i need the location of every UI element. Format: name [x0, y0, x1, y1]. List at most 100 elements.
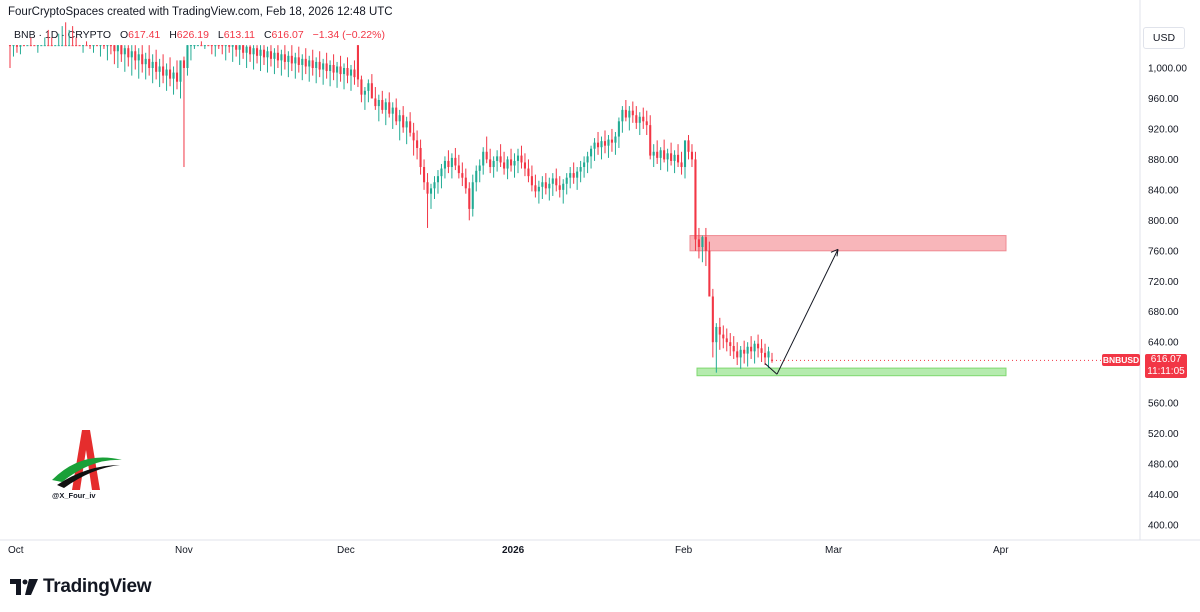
candle[interactable] — [440, 163, 443, 189]
candle[interactable] — [436, 170, 440, 194]
candle[interactable] — [523, 153, 527, 177]
candle[interactable] — [384, 98, 387, 126]
candle[interactable] — [64, 22, 67, 47]
candle[interactable] — [506, 156, 509, 180]
candle[interactable] — [169, 57, 172, 87]
candle[interactable] — [715, 323, 718, 373]
candle[interactable] — [221, 45, 224, 55]
candle[interactable] — [15, 45, 19, 53]
candle[interactable] — [475, 165, 478, 192]
candle[interactable] — [172, 66, 175, 95]
candle[interactable] — [287, 51, 290, 78]
candle[interactable] — [113, 45, 116, 65]
candle[interactable] — [162, 54, 165, 84]
candle[interactable] — [19, 45, 22, 55]
candle[interactable] — [677, 144, 680, 168]
candle[interactable] — [617, 117, 620, 148]
candle[interactable] — [541, 176, 544, 200]
candle[interactable] — [68, 29, 71, 47]
candle[interactable] — [402, 106, 405, 133]
candle[interactable] — [405, 116, 408, 145]
candle[interactable] — [196, 45, 199, 47]
candle[interactable] — [708, 241, 711, 297]
candle[interactable] — [753, 340, 756, 364]
candle[interactable] — [687, 135, 690, 160]
candle[interactable] — [690, 144, 694, 168]
candle[interactable] — [61, 26, 64, 47]
candle[interactable] — [471, 174, 474, 217]
candle[interactable] — [457, 154, 460, 179]
candle[interactable] — [175, 60, 179, 90]
candle[interactable] — [224, 45, 227, 61]
candle[interactable] — [193, 45, 196, 49]
candle[interactable] — [50, 37, 53, 47]
candle[interactable] — [252, 45, 255, 70]
candle[interactable] — [22, 45, 25, 47]
candle[interactable] — [670, 142, 673, 166]
candle[interactable] — [509, 148, 513, 172]
candle[interactable] — [134, 45, 137, 70]
candle[interactable] — [370, 74, 373, 99]
candle[interactable] — [763, 343, 767, 366]
candle[interactable] — [492, 156, 495, 178]
candle[interactable] — [478, 159, 481, 183]
candle[interactable] — [610, 128, 613, 152]
candle[interactable] — [82, 45, 85, 53]
candle[interactable] — [141, 45, 144, 73]
candle[interactable] — [186, 45, 189, 76]
candle[interactable] — [297, 46, 300, 73]
candle[interactable] — [645, 110, 648, 136]
candle[interactable] — [725, 328, 728, 352]
candle[interactable] — [262, 45, 266, 65]
candle[interactable] — [47, 29, 50, 47]
candle[interactable] — [36, 45, 39, 53]
candle[interactable] — [127, 45, 130, 67]
candle[interactable] — [558, 176, 561, 198]
candle[interactable] — [412, 122, 415, 156]
candle[interactable] — [155, 49, 158, 80]
candle[interactable] — [443, 156, 446, 179]
candle[interactable] — [40, 45, 43, 47]
candle[interactable] — [743, 340, 746, 364]
candle[interactable] — [631, 101, 634, 123]
candle[interactable] — [339, 55, 342, 82]
candle[interactable] — [158, 58, 161, 88]
candle[interactable] — [468, 182, 471, 221]
candle[interactable] — [416, 130, 419, 160]
candle[interactable] — [603, 130, 607, 154]
candle[interactable] — [315, 57, 318, 84]
candle[interactable] — [207, 45, 210, 47]
candle[interactable] — [29, 37, 32, 47]
candle[interactable] — [280, 49, 283, 76]
candle[interactable] — [391, 102, 394, 129]
candle[interactable] — [770, 352, 774, 363]
candle[interactable] — [57, 33, 60, 47]
candle[interactable] — [381, 90, 384, 114]
candle[interactable] — [210, 45, 213, 55]
candle[interactable] — [245, 45, 248, 68]
currency-selector[interactable]: USD — [1143, 27, 1185, 49]
candle[interactable] — [266, 46, 269, 73]
candle[interactable] — [583, 156, 586, 178]
candle[interactable] — [304, 48, 307, 75]
candle[interactable] — [548, 177, 551, 201]
candle[interactable] — [614, 131, 617, 155]
candle[interactable] — [367, 79, 370, 103]
candle[interactable] — [137, 48, 140, 79]
candle[interactable] — [332, 54, 335, 81]
candle[interactable] — [182, 56, 186, 168]
candle[interactable] — [322, 58, 325, 85]
candle[interactable] — [579, 160, 582, 183]
candle[interactable] — [586, 151, 589, 174]
candle[interactable] — [683, 140, 687, 179]
candle[interactable] — [360, 75, 363, 103]
candle[interactable] — [590, 145, 593, 169]
candle[interactable] — [301, 54, 304, 81]
candle[interactable] — [85, 41, 88, 47]
candle[interactable] — [576, 167, 579, 190]
candle[interactable] — [102, 45, 105, 49]
candle[interactable] — [482, 147, 485, 175]
candle[interactable] — [461, 162, 464, 187]
candle[interactable] — [325, 52, 328, 79]
candle[interactable] — [464, 168, 467, 194]
